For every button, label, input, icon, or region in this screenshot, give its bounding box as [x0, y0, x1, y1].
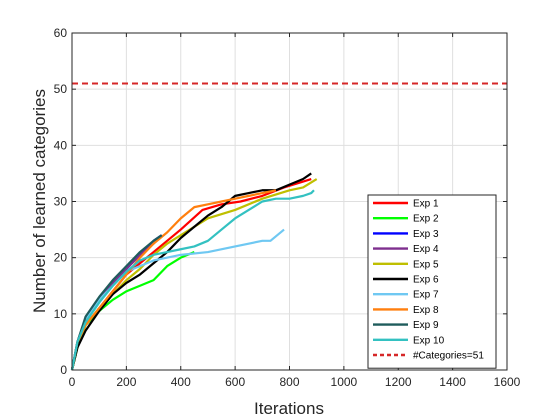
x-tick-label: 1600	[494, 375, 521, 389]
plot-area	[70, 82, 507, 371]
x-tick-label: 1400	[439, 375, 466, 389]
x-tick-label: 400	[171, 375, 191, 389]
legend-label: Exp 8	[413, 305, 439, 316]
legend-label: Exp 6	[413, 275, 439, 286]
x-tick-label: 600	[225, 375, 245, 389]
series-line-exp-8	[70, 189, 277, 371]
y-axis-label: Number of learned categories	[30, 89, 49, 313]
legend: Exp 1 Exp 2 Exp 3 Exp 4 Exp 5 Exp 6 Exp 7 Exp 8…	[367, 194, 497, 369]
legend-label: Exp 5	[413, 259, 439, 270]
x-tick-label: 200	[116, 375, 136, 389]
y-tick-label: 60	[54, 26, 68, 40]
legend-label: Exp 2	[413, 214, 439, 225]
x-axis-label: Iterations	[254, 399, 324, 418]
x-tick-label: 0	[69, 375, 76, 389]
legend-label: Exp 4	[413, 244, 439, 255]
x-tick-label: 800	[279, 375, 299, 389]
y-tick-label: 20	[54, 251, 68, 265]
legend-label: Exp 9	[413, 320, 439, 331]
axes	[71, 32, 508, 371]
legend-label: Exp 7	[413, 290, 439, 301]
tick-labels: 0 200 400 600 800 1000 1200 1400 1600 0 10 20 30 40 50…	[54, 26, 521, 389]
x-tick-label: 1200	[385, 375, 412, 389]
series-line-exp-10	[70, 189, 315, 371]
legend-label: Exp 1	[413, 199, 439, 210]
x-tick-label: 1000	[331, 375, 358, 389]
y-tick-label: 10	[54, 307, 68, 321]
y-tick-label: 30	[54, 195, 68, 209]
legend-label: #Categories=51	[413, 351, 484, 362]
y-tick-label: 0	[60, 363, 67, 377]
legend-label: Exp 10	[413, 335, 445, 346]
y-tick-label: 50	[54, 82, 68, 96]
legend-label: Exp 3	[413, 229, 439, 240]
y-tick-label: 40	[54, 138, 68, 152]
